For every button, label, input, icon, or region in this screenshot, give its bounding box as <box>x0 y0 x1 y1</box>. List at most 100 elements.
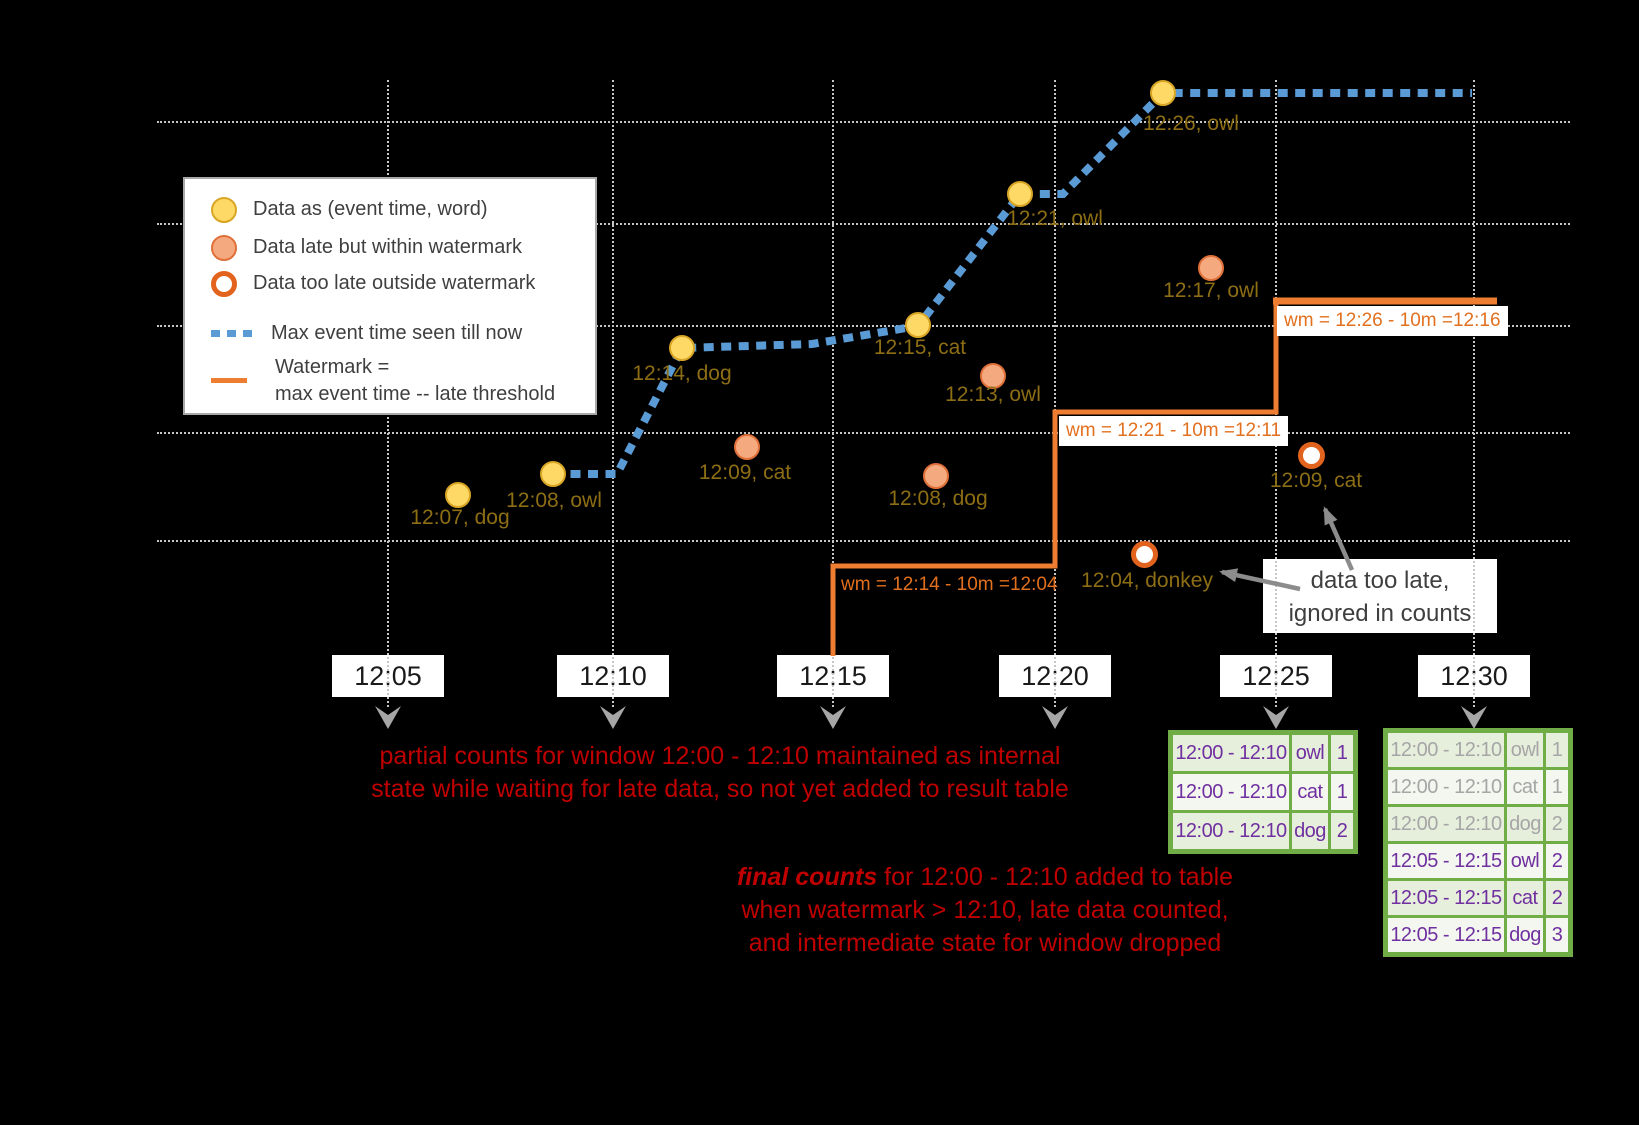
word-cell: owl <box>1292 735 1328 771</box>
count-cell: 2 <box>1331 813 1353 849</box>
axis-arrowhead <box>600 706 626 729</box>
final-counts-note: final counts for 12:00 - 12:10 added to … <box>685 861 1285 960</box>
point-1221-owl <box>1007 181 1033 207</box>
final-counts-rest: for 12:00 - 12:10 added to table <box>877 863 1234 891</box>
final-counts-note-line3: and intermediate state for window droppe… <box>748 929 1222 957</box>
final-counts-emphasis: final counts <box>736 863 878 891</box>
count-cell: 1 <box>1546 770 1568 804</box>
window-cell: 12:00 - 12:10 <box>1388 770 1504 804</box>
point-label: 12:14, dog <box>632 362 732 385</box>
gridline-vertical <box>1054 80 1056 707</box>
table-row-dropped: 12:00 - 12:10 owl 1 <box>1388 733 1568 767</box>
legend-item-max-event-time: Max event time seen till now <box>211 320 522 347</box>
max-event-time-line <box>553 89 1472 478</box>
late-dot-icon <box>211 234 237 261</box>
too-late-callout-line2: ignored in counts <box>1288 600 1472 627</box>
word-cell: dog <box>1507 807 1543 841</box>
point-label: 12:17, owl <box>1163 279 1259 302</box>
table-row: 12:00 - 12:10 dog 2 <box>1173 813 1353 849</box>
window-cell: 12:00 - 12:10 <box>1173 774 1289 810</box>
axis-arrowhead <box>1042 706 1068 729</box>
table-row: 12:05 - 12:15 dog 3 <box>1388 918 1568 952</box>
point-label: 12:09, cat <box>1269 469 1363 492</box>
point-1207-dog <box>445 482 471 508</box>
table-row: 12:00 - 12:10 cat 1 <box>1173 774 1353 810</box>
word-cell: cat <box>1507 770 1543 804</box>
word-cell: cat <box>1292 774 1328 810</box>
point-1217-owl-late <box>1198 255 1224 281</box>
point-label: 12:08, owl <box>506 489 602 512</box>
point-1209-cat-too-late <box>1298 442 1325 469</box>
window-cell: 12:00 - 12:10 <box>1388 733 1504 767</box>
axis-arrowhead <box>820 706 846 729</box>
count-cell: 1 <box>1546 733 1568 767</box>
word-cell: owl <box>1507 844 1543 878</box>
legend-item-watermark: Watermark = <box>275 354 389 381</box>
axis-arrowhead <box>1263 706 1289 729</box>
count-cell: 3 <box>1546 918 1568 952</box>
window-cell: 12:00 - 12:10 <box>1173 813 1289 849</box>
gridline-vertical <box>1275 80 1277 707</box>
result-table-1225: 12:00 - 12:10 owl 1 12:00 - 12:10 cat 1 … <box>1168 730 1358 854</box>
final-counts-note-line1: final counts for 12:00 - 12:10 added to … <box>685 861 1285 894</box>
point-label: 12:08, dog <box>888 487 988 510</box>
count-cell: 2 <box>1546 881 1568 915</box>
word-cell: owl <box>1507 733 1543 767</box>
window-cell: 12:00 - 12:10 <box>1173 735 1289 771</box>
point-1204-donkey-too-late <box>1131 541 1158 568</box>
gridline-horizontal <box>157 121 1570 123</box>
point-1208-dog-late <box>923 463 949 489</box>
word-cell: dog <box>1507 918 1543 952</box>
watermark-line-icon <box>211 378 247 383</box>
watermark-annotation-2: wm = 12:21 - 10m =12:11 <box>1059 416 1289 446</box>
point-label: 12:04, donkey <box>1081 569 1213 592</box>
max-event-time-line-icon <box>211 330 255 337</box>
point-label: 12:09, cat <box>698 461 792 484</box>
partial-counts-note-line1: partial counts for window 12:00 - 12:10 … <box>379 742 1061 770</box>
point-label: 12:07, dog <box>410 506 510 529</box>
point-label: 12:26, owl <box>1143 112 1239 135</box>
gridline-horizontal <box>157 540 1570 542</box>
legend-item-late: Data late but within watermark <box>211 234 522 261</box>
legend-item-watermark-line2: max event time -- late threshold <box>275 383 556 405</box>
point-label: 12:21, owl <box>1007 207 1103 230</box>
count-cell: 1 <box>1331 774 1353 810</box>
point-1214-dog <box>669 335 695 361</box>
axis-arrowhead <box>375 706 401 729</box>
final-counts-note-line2: when watermark > 12:10, late data counte… <box>741 896 1229 924</box>
too-late-dot-icon <box>211 270 237 297</box>
table-row-dropped: 12:00 - 12:10 dog 2 <box>1388 807 1568 841</box>
axis-arrowhead <box>1461 706 1487 729</box>
table-row: 12:05 - 12:15 cat 2 <box>1388 881 1568 915</box>
legend-item-label: Data late but within watermark <box>253 236 523 258</box>
watermark-annotation-1: wm = 12:14 - 10m =12:04 <box>841 574 1058 595</box>
word-cell: cat <box>1507 881 1543 915</box>
legend-item-too-late: Data too late outside watermark <box>211 270 535 297</box>
count-cell: 2 <box>1546 844 1568 878</box>
point-label: 12:13, owl <box>945 383 1041 406</box>
count-cell: 1 <box>1331 735 1353 771</box>
point-1209-cat-late <box>734 434 760 460</box>
window-cell: 12:05 - 12:15 <box>1388 918 1504 952</box>
gridline-vertical <box>612 80 614 707</box>
window-cell: 12:05 - 12:15 <box>1388 844 1504 878</box>
on-time-dot-icon <box>211 196 237 223</box>
partial-counts-note-line2: state while waiting for late data, so no… <box>371 775 1069 803</box>
point-label: 12:15, cat <box>873 336 967 359</box>
legend-item-label: Data as (event time, word) <box>253 198 488 220</box>
legend-item-label: Max event time seen till now <box>271 322 523 344</box>
gridline-vertical <box>832 80 834 707</box>
word-cell: dog <box>1292 813 1328 849</box>
legend: Data as (event time, word) Data late but… <box>183 177 597 415</box>
too-late-callout: data too late, ignored in counts <box>1263 559 1497 633</box>
point-1226-owl <box>1150 80 1176 106</box>
watermark-annotation-3: wm = 12:26 - 10m =12:16 <box>1277 306 1508 336</box>
legend-item-on-time: Data as (event time, word) <box>211 196 488 223</box>
partial-counts-note: partial counts for window 12:00 - 12:10 … <box>220 740 1220 806</box>
window-cell: 12:05 - 12:15 <box>1388 881 1504 915</box>
table-row: 12:00 - 12:10 owl 1 <box>1173 735 1353 771</box>
table-row-dropped: 12:00 - 12:10 cat 1 <box>1388 770 1568 804</box>
legend-item-label: Data too late outside watermark <box>253 272 536 294</box>
gridline-vertical <box>1473 80 1475 707</box>
